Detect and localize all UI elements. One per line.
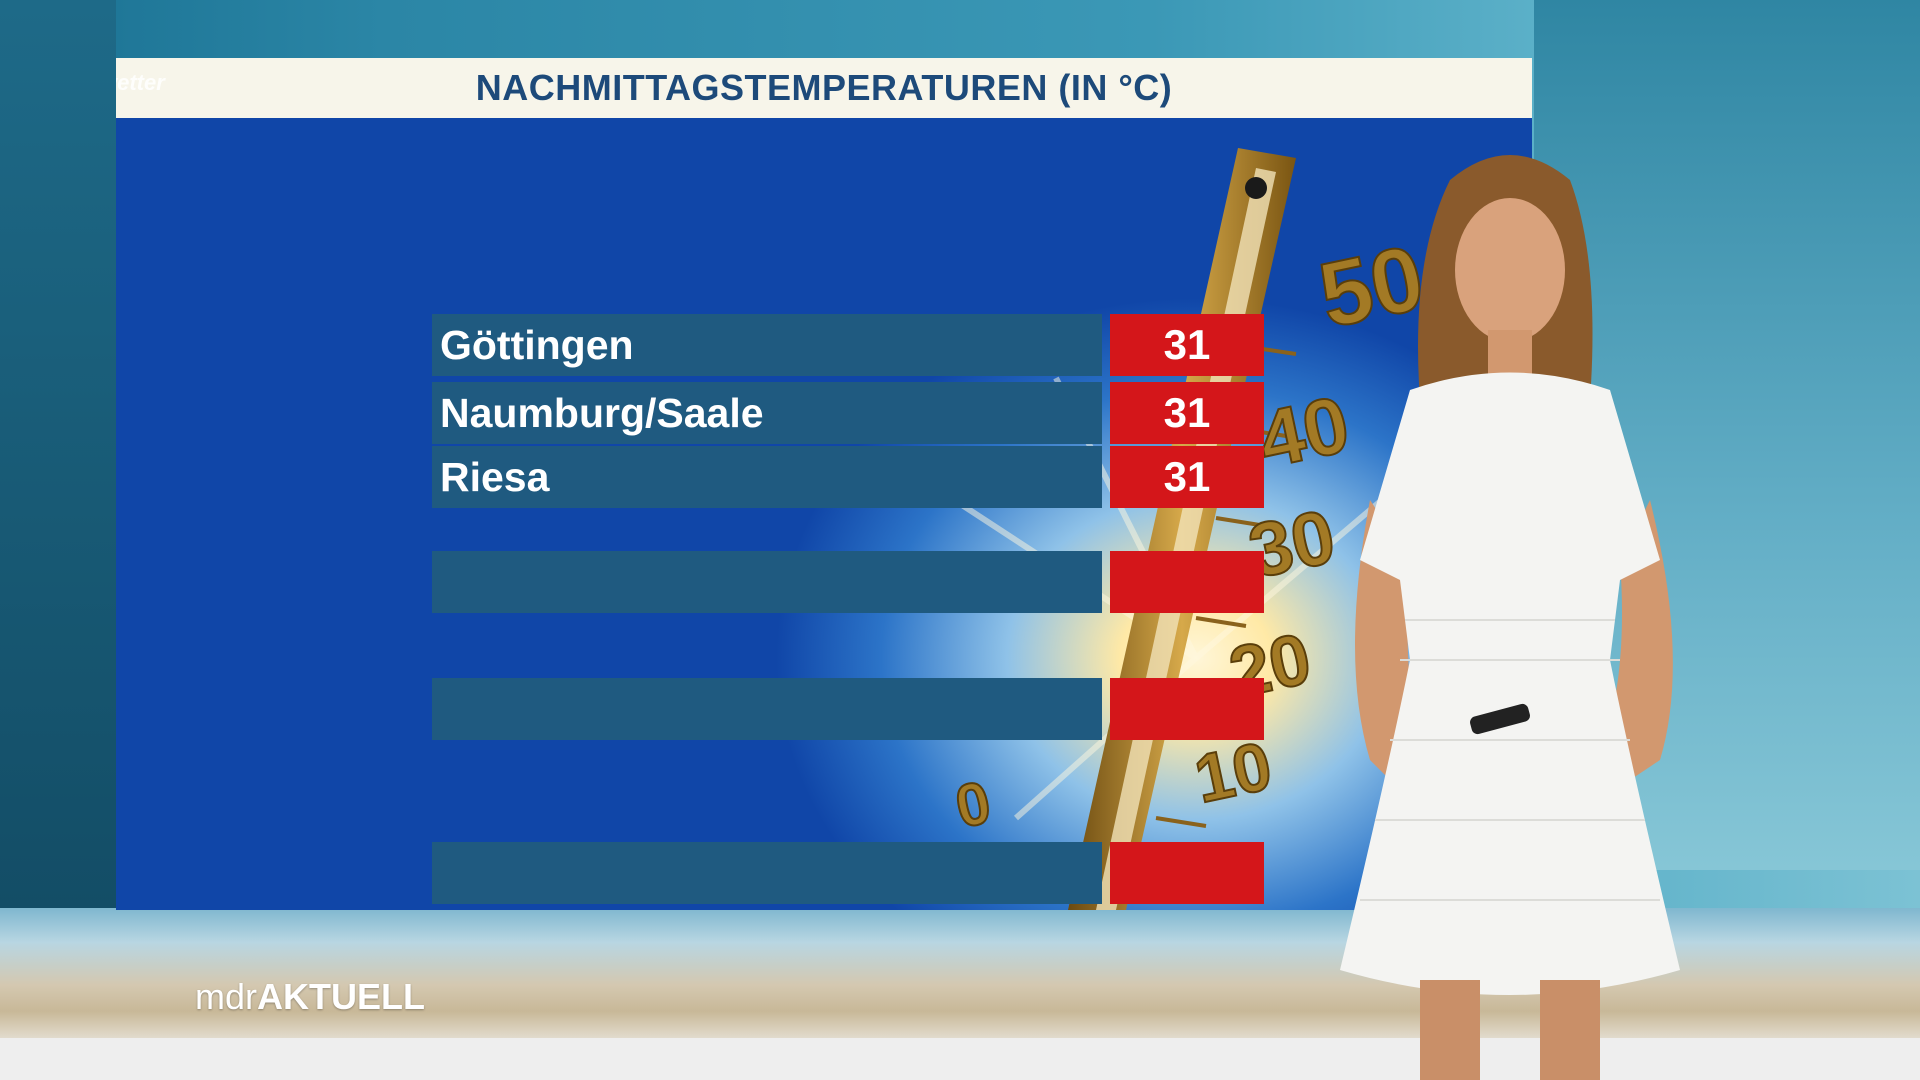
temperature-value: 31: [1110, 382, 1264, 444]
temperature-row: Riesa 31: [432, 446, 1266, 508]
city-name: [432, 678, 1102, 740]
temperature-value: [1110, 551, 1264, 613]
city-name: [432, 551, 1102, 613]
temperature-row: Göttingen 31: [432, 314, 1266, 376]
temperature-row: Naumburg/Saale 31: [432, 382, 1266, 444]
city-name: Naumburg/Saale: [432, 382, 1102, 444]
presenter: [1340, 155, 1680, 1080]
mdr-aktuell-logo: mdrAKTUELL: [195, 976, 425, 1017]
weather-corner-logo: wetter: [116, 70, 165, 95]
temperature-row: [432, 842, 1266, 904]
scale-label-50: 50: [1311, 227, 1432, 348]
scale-label-10: 10: [1188, 728, 1278, 818]
scale-label-0: 0: [950, 768, 997, 840]
temperature-value: 31: [1110, 446, 1264, 508]
temperature-row: [432, 551, 1266, 613]
city-name: Göttingen: [432, 314, 1102, 376]
brand-part-aktuell: AKTUELL: [257, 976, 425, 1017]
temperature-value: [1110, 842, 1264, 904]
brand-part-mdr: mdr: [195, 976, 257, 1017]
temperature-value: [1110, 678, 1264, 740]
temperature-row: [432, 678, 1266, 740]
screen-title: NACHMITTAGSTEMPERATUREN (IN °C): [475, 67, 1173, 108]
weather-screen: 50 40 30 20 10 0 NACHMITTAGSTEMPERATUREN…: [116, 58, 1532, 910]
city-name: [432, 842, 1102, 904]
studio-left-panel: [0, 0, 116, 910]
temperature-value: 31: [1110, 314, 1264, 376]
city-name: Riesa: [432, 446, 1102, 508]
scale-label-40: 40: [1251, 379, 1357, 485]
title-bar: NACHMITTAGSTEMPERATUREN (IN °C): [116, 58, 1532, 118]
